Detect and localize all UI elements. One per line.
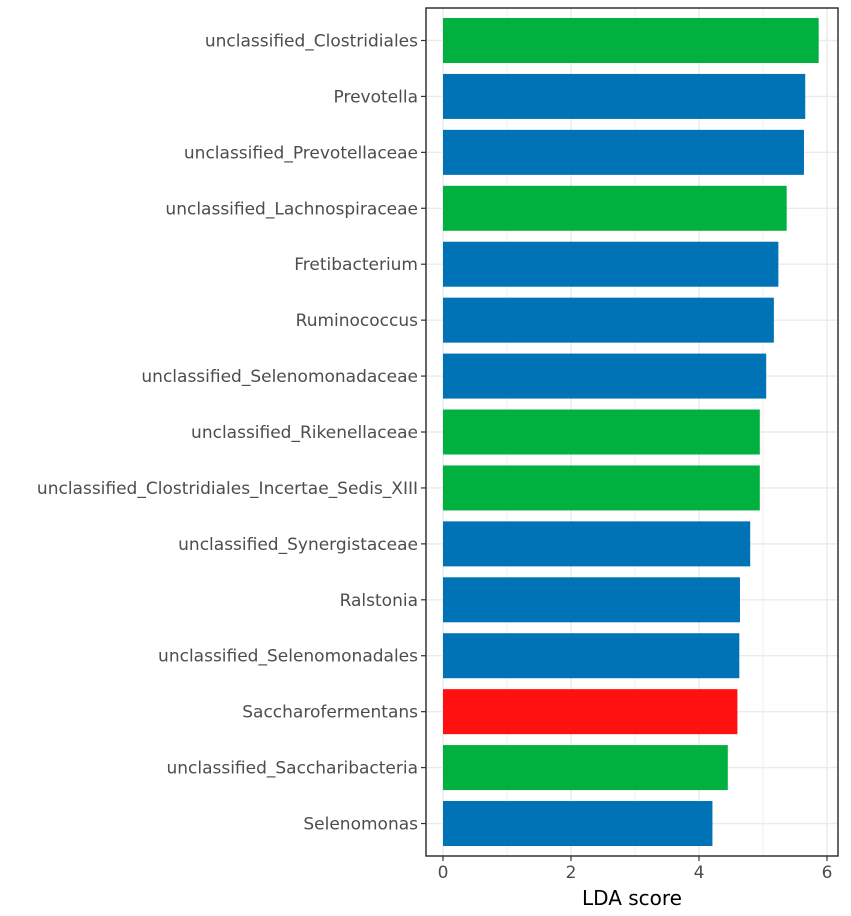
bar bbox=[443, 297, 774, 343]
bar bbox=[443, 18, 819, 63]
y-tick-label: unclassified_Selenomonadaceae bbox=[141, 367, 418, 387]
bar bbox=[443, 577, 740, 623]
y-tick-label: Fretibacterium bbox=[294, 255, 418, 275]
x-tick-label: 0 bbox=[438, 863, 449, 883]
y-tick-label: Saccharofermentans bbox=[242, 703, 418, 723]
bar bbox=[443, 73, 806, 119]
y-axis: unclassified_Clostridiales Prevotella uncl… bbox=[37, 32, 426, 835]
bar bbox=[443, 185, 787, 231]
bar bbox=[443, 241, 779, 287]
bar bbox=[443, 633, 740, 679]
y-tick-label: unclassified_Saccharibacteria bbox=[166, 759, 418, 779]
y-tick-label: unclassified_Prevotellaceae bbox=[184, 143, 418, 163]
y-tick-label: Prevotella bbox=[334, 87, 418, 107]
y-tick-label: unclassified_Rikenellaceae bbox=[191, 423, 418, 443]
y-tick-label: Selenomonas bbox=[303, 815, 418, 835]
bars-group bbox=[443, 18, 819, 847]
x-tick-label: 4 bbox=[694, 863, 705, 883]
bar bbox=[443, 465, 760, 511]
y-tick-label: unclassified_Clostridiales_Incertae_Sedi… bbox=[37, 479, 418, 499]
y-tick-label: unclassified_Clostridiales bbox=[205, 32, 418, 52]
bar bbox=[443, 353, 767, 399]
y-tick-label: unclassified_Selenomonadales bbox=[158, 647, 418, 667]
bar bbox=[443, 801, 713, 847]
x-axis-title: LDA score bbox=[582, 886, 682, 910]
bar bbox=[443, 129, 804, 175]
y-tick-label: unclassified_Lachnospiraceae bbox=[165, 199, 418, 219]
x-axis: 0 2 4 6 bbox=[438, 856, 833, 883]
y-tick-label: Ruminococcus bbox=[296, 311, 418, 331]
bar bbox=[443, 745, 728, 791]
y-tick-label: Ralstonia bbox=[340, 591, 418, 611]
bar bbox=[443, 689, 738, 735]
x-tick-label: 6 bbox=[822, 863, 833, 883]
bar bbox=[443, 521, 751, 567]
y-tick-label: unclassified_Synergistaceae bbox=[178, 535, 418, 555]
bar bbox=[443, 409, 760, 455]
x-tick-label: 2 bbox=[566, 863, 577, 883]
